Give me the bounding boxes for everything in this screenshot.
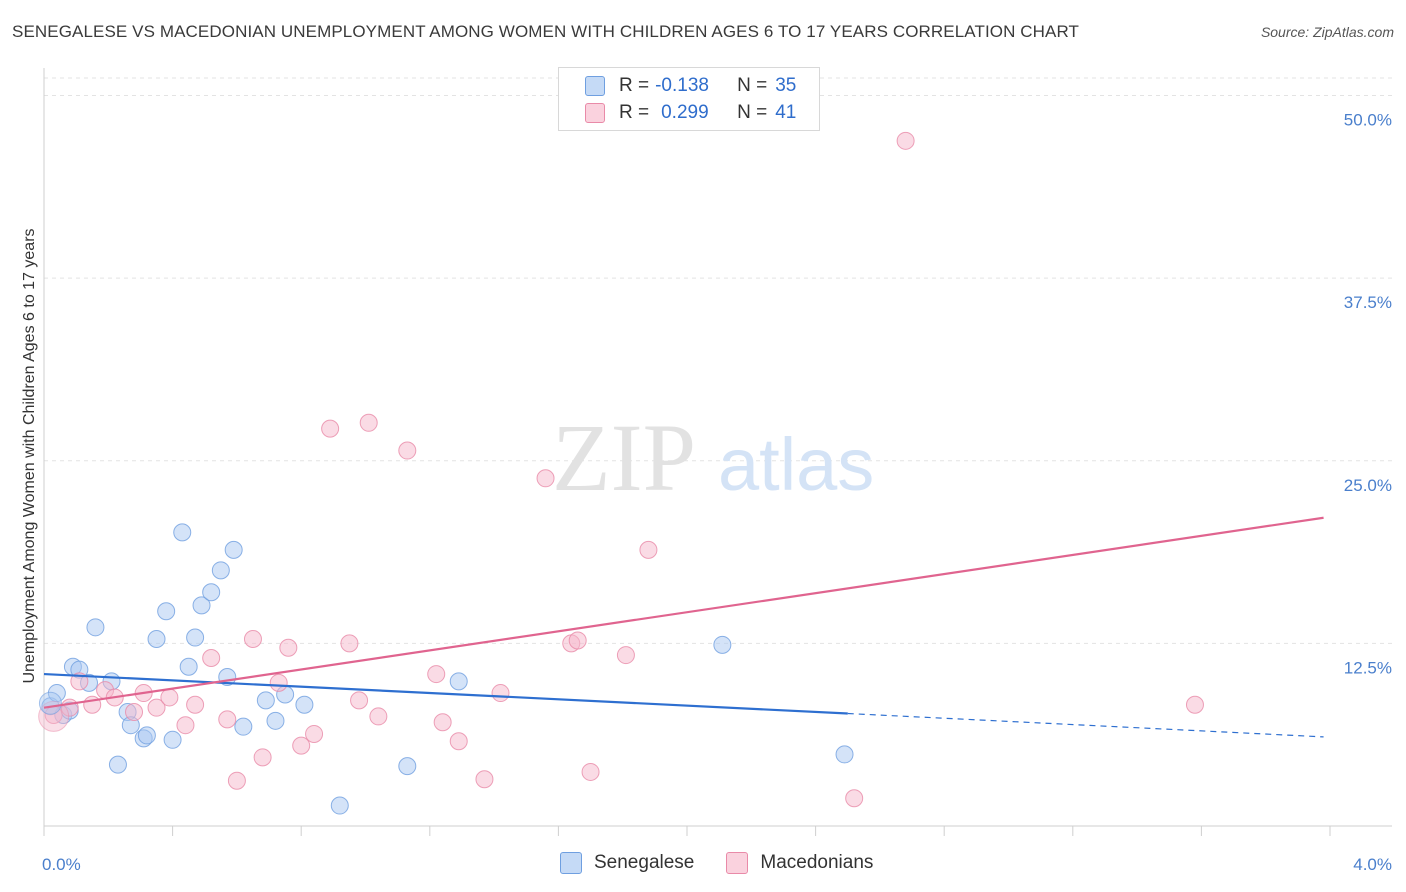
legend-swatch-macedonians	[585, 103, 605, 123]
data-point	[581, 762, 600, 781]
trend-line-extension	[847, 712, 1324, 738]
data-point	[359, 413, 378, 432]
legend-n-label: N =	[737, 75, 768, 96]
legend-n-value: 41	[775, 102, 797, 123]
data-point	[305, 724, 324, 743]
legend-swatch-senegalese	[585, 76, 605, 96]
legend-row-senegalese: R = -0.138 N = 35	[585, 73, 796, 99]
legend-r-value: 0.299	[661, 102, 709, 123]
data-point	[160, 688, 179, 707]
data-point	[202, 583, 221, 602]
data-point	[292, 736, 311, 755]
correlation-legend: R = -0.138 N = 35 R = 0.299 N = 41	[558, 67, 820, 131]
data-point	[224, 540, 243, 559]
data-point	[398, 757, 417, 776]
data-point	[616, 646, 635, 665]
data-point	[340, 634, 359, 653]
data-point	[639, 540, 658, 559]
data-point	[243, 630, 262, 648]
y-tick-label: 12.5%	[1344, 658, 1392, 677]
data-point	[179, 657, 198, 676]
series-legend-senegalese[interactable]: Senegalese	[560, 852, 694, 874]
series-label-senegalese: Senegalese	[594, 852, 695, 873]
series-legend-macedonians[interactable]: Macedonians	[726, 852, 873, 874]
data-point	[536, 469, 555, 488]
data-point	[218, 710, 237, 729]
legend-n-value: 35	[775, 75, 797, 96]
data-point	[449, 672, 468, 691]
data-point	[256, 691, 275, 710]
legend-r-value: -0.138	[655, 75, 709, 96]
data-point	[896, 131, 915, 150]
data-point	[176, 716, 195, 735]
data-point	[398, 441, 417, 460]
data-point	[330, 796, 349, 815]
data-point	[192, 596, 211, 615]
data-point	[269, 673, 288, 692]
data-point	[279, 638, 298, 657]
data-point	[369, 707, 388, 726]
source-label: Source: ZipAtlas.com	[1260, 24, 1394, 40]
watermark: ZIP atlas	[552, 404, 874, 511]
data-point	[713, 635, 732, 654]
data-point	[202, 648, 221, 667]
data-point-cluster	[38, 700, 70, 732]
y-tick-label: 37.5%	[1344, 293, 1392, 312]
data-point	[211, 561, 230, 580]
data-point	[266, 711, 285, 730]
series-legend: Senegalese Macedonians	[560, 852, 905, 874]
x-tick-label: 4.0%	[1353, 855, 1392, 874]
chart-title: SENEGALESE VS MACEDONIAN UNEMPLOYMENT AM…	[12, 22, 1080, 41]
data-point	[108, 755, 127, 774]
data-point	[137, 726, 156, 745]
series-swatch-macedonians	[726, 852, 749, 874]
legend-r-label: R =	[619, 102, 650, 123]
data-point	[147, 698, 166, 717]
data-point	[147, 630, 166, 648]
legend-row-macedonians: R = 0.299 N = 41	[585, 100, 796, 126]
series-swatch-senegalese	[560, 852, 582, 874]
axis-labels: 12.5% 25.0% 37.5% 50.0% 0.0% 4.0% Unemployment…	[21, 111, 1392, 874]
data-point	[186, 628, 205, 647]
data-point	[321, 419, 340, 438]
data-point-cluster	[38, 691, 62, 715]
trend-line-macedonians	[43, 516, 1324, 709]
data-point	[295, 695, 314, 714]
data-point	[1185, 695, 1204, 714]
series-label-macedonians: Macedonians	[760, 852, 874, 873]
trend-line-senegalese	[43, 672, 848, 715]
data-point	[475, 770, 494, 789]
watermark-atlas: atlas	[718, 423, 874, 506]
data-point	[350, 691, 369, 710]
axes	[43, 68, 1392, 836]
legend-n-label: N =	[737, 102, 768, 123]
data-point	[86, 618, 105, 637]
series-senegalese	[41, 523, 854, 815]
grid-lines	[44, 77, 1392, 644]
data-point	[449, 732, 468, 751]
data-point	[433, 713, 452, 732]
data-point	[427, 665, 446, 684]
data-point	[845, 789, 864, 808]
y-tick-label: 50.0%	[1344, 111, 1392, 130]
y-tick-label: 25.0%	[1344, 476, 1392, 495]
data-point	[173, 523, 192, 542]
data-point	[186, 695, 205, 714]
data-point	[70, 672, 89, 691]
data-point	[491, 684, 510, 703]
watermark-zip: ZIP	[552, 404, 696, 511]
data-point	[835, 745, 854, 764]
data-point	[568, 631, 587, 650]
data-point	[227, 771, 246, 790]
y-axis-title: Unemployment Among Women with Children A…	[21, 228, 38, 683]
data-point	[163, 730, 182, 749]
legend-r-label: R =	[619, 75, 650, 96]
data-point	[253, 748, 272, 767]
x-tick-label: 0.0%	[42, 855, 81, 874]
data-point	[234, 717, 253, 736]
trend-lines	[43, 516, 1324, 738]
data-point	[157, 602, 176, 621]
data-point	[125, 703, 144, 722]
